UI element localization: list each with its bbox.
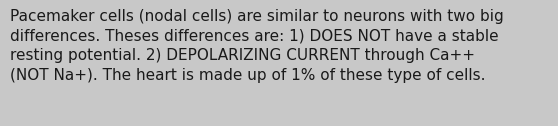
Text: Pacemaker cells (nodal cells) are similar to neurons with two big
differences. T: Pacemaker cells (nodal cells) are simila… [10,9,504,83]
